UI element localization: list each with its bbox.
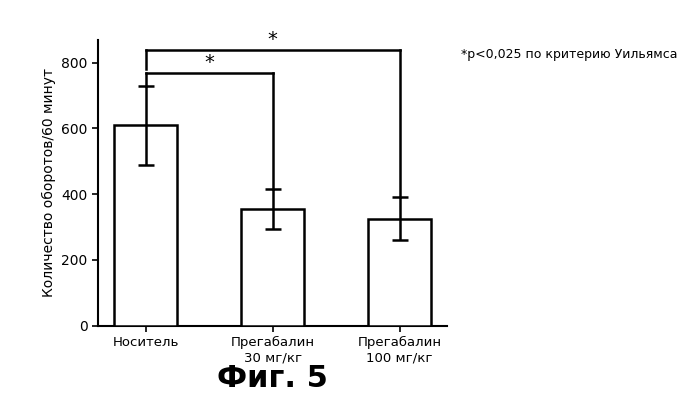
Text: *p<0,025 по критерию Уильямса: *p<0,025 по критерию Уильямса — [461, 48, 678, 61]
Y-axis label: Количество оборотов/60 минут: Количество оборотов/60 минут — [41, 68, 55, 297]
Text: *: * — [268, 30, 278, 49]
Text: Фиг. 5: Фиг. 5 — [217, 364, 328, 393]
Bar — [114, 125, 178, 326]
Bar — [368, 219, 431, 326]
Text: *: * — [204, 53, 214, 72]
Bar — [241, 209, 304, 326]
